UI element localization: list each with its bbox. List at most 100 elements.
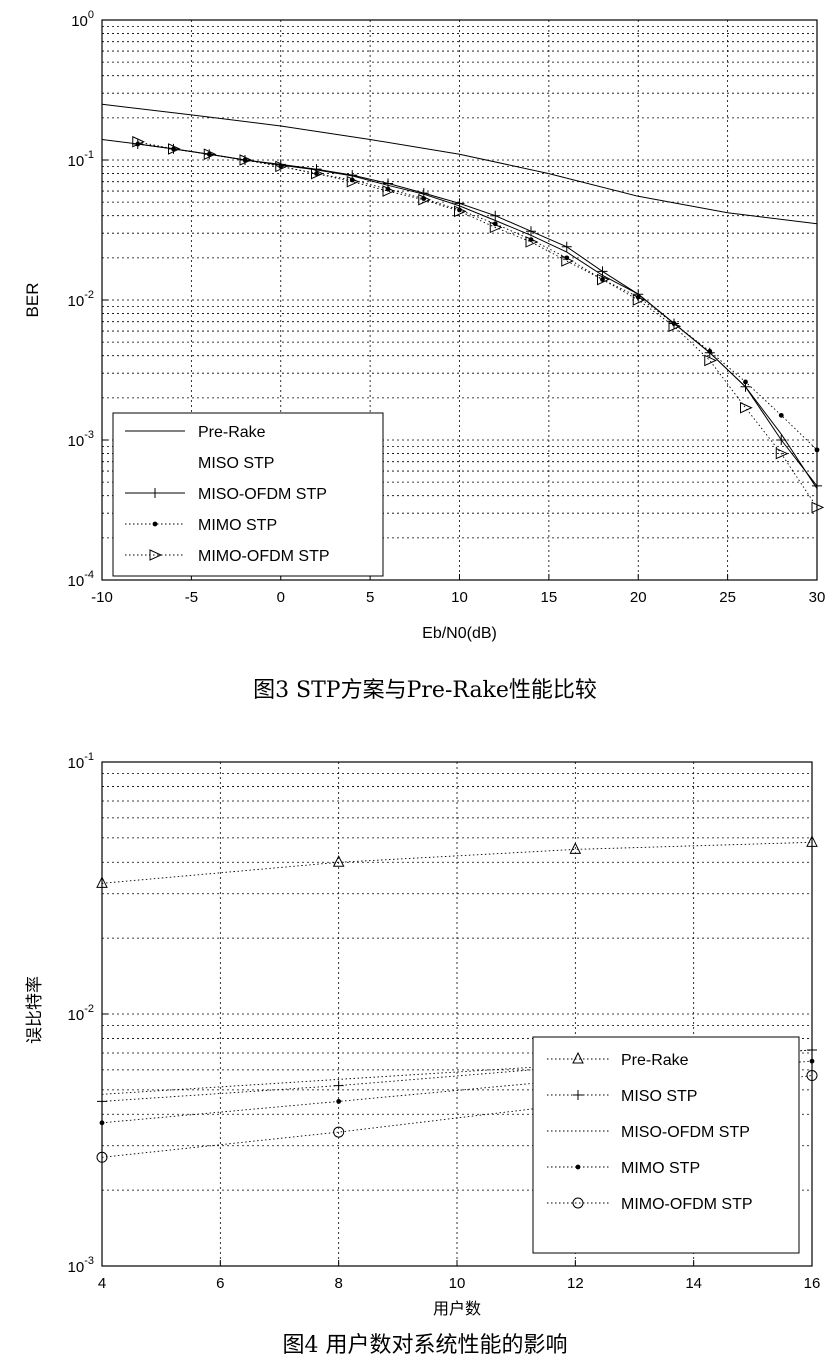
data-point (740, 401, 753, 414)
data-point (632, 294, 646, 306)
data-point (333, 1080, 344, 1091)
x-tick-label: 10 (451, 589, 468, 606)
data-point (668, 320, 682, 332)
data-point (525, 236, 539, 248)
y-tick-label: 10-2 (68, 1003, 94, 1024)
x-tick-label: 8 (334, 1275, 342, 1292)
y-tick-label: 10-1 (68, 751, 94, 772)
y-tick-label: 100 (71, 9, 94, 30)
y-tick-label: 10-3 (68, 1255, 94, 1276)
x-tick-label: 10 (449, 1275, 466, 1292)
legend-label: MISO STP (621, 1088, 697, 1105)
series-line (137, 141, 818, 508)
data-point (314, 171, 319, 176)
y-tick-label: 10-1 (68, 149, 94, 170)
x-tick-label: -10 (91, 589, 113, 606)
legend-marker (572, 1197, 584, 1209)
legend-label: MIMO STP (621, 1160, 700, 1177)
legend-label: MIMO-OFDM STP (198, 548, 330, 565)
data-point (132, 135, 145, 148)
data-point (311, 167, 324, 180)
data-point (707, 348, 713, 354)
y-tick-label: 10-4 (68, 569, 94, 590)
x-tick-label: 0 (277, 589, 285, 606)
series-line (101, 103, 818, 225)
legend-marker (573, 1090, 583, 1100)
y-axis-label: 误比特率 (25, 976, 44, 1044)
legend-box (532, 1036, 800, 1254)
series-miso-ofdm-stp (132, 139, 822, 491)
legend-label: MISO-OFDM STP (198, 486, 327, 503)
legend-box (112, 412, 384, 577)
x-tick-label: 5 (366, 589, 374, 606)
y-axis-label: BER (23, 283, 42, 318)
data-point (775, 447, 789, 460)
data-point (778, 412, 784, 418)
legend-label: MISO STP (198, 455, 274, 472)
x-tick-label: 12 (567, 1275, 584, 1292)
data-point (454, 205, 467, 218)
chart-caption-fig3: 图3 STP方案与Pre-Rake性能比较 (253, 678, 597, 703)
legend-label: MIMO STP (198, 517, 277, 534)
data-point (99, 1120, 105, 1126)
legend-marker (152, 521, 158, 527)
grid (102, 20, 817, 580)
series-line (101, 1060, 813, 1124)
series-line (101, 841, 813, 884)
data-point (809, 1058, 815, 1064)
data-point (597, 273, 610, 286)
data-point (814, 447, 820, 453)
data-point (168, 143, 181, 155)
data-point (704, 354, 717, 367)
series-pre-rake (96, 835, 818, 888)
data-point (561, 241, 572, 252)
legend-label: MISO-OFDM STP (621, 1124, 750, 1141)
data-point (743, 379, 748, 385)
data-point (812, 480, 822, 491)
data-point (806, 1070, 818, 1082)
x-tick-label: 16 (804, 1275, 821, 1292)
legend-marker (149, 549, 163, 561)
legend: Pre-Rake MISO STP MISO-OFDM STP MIMO STP MIM… (112, 412, 384, 577)
data-point (569, 842, 582, 854)
data-point (526, 226, 536, 237)
series-pre-rake (101, 103, 818, 225)
data-point (776, 435, 787, 445)
data-point (490, 210, 501, 221)
x-tick-label: 20 (630, 589, 647, 606)
data-point (239, 154, 253, 166)
series-line (101, 1075, 813, 1158)
data-point (333, 1126, 345, 1138)
x-tick-label: 6 (216, 1275, 224, 1292)
legend-marker (572, 1051, 584, 1064)
data-point (97, 1096, 107, 1107)
series-line (137, 143, 818, 487)
x-tick-label: 25 (719, 589, 736, 606)
data-point (96, 1151, 108, 1163)
x-axis-label: 用户数 (433, 1300, 481, 1318)
y-tick-label: 10-2 (68, 289, 94, 310)
chart-ber-vs-users: 4 6 8 10 12 14 16 10-1 10-2 10-3 用户数 误比特率 Pre-Rake MI… (25, 751, 820, 1318)
legend-label: MIMO-OFDM STP (621, 1196, 753, 1213)
data-point (811, 501, 825, 514)
data-point (418, 193, 431, 206)
x-tick-label: 15 (541, 589, 558, 606)
data-point (382, 185, 396, 197)
legend-marker (150, 488, 160, 498)
data-point (336, 1098, 342, 1104)
legend: Pre-Rake MISO STP MISO-OFDM STP MIMO STP MIM… (532, 1036, 800, 1254)
chart-caption-fig4: 图4 用户数对系统性能的影响 (283, 1333, 568, 1358)
data-point (346, 175, 360, 188)
data-point (454, 198, 465, 209)
data-point (561, 255, 574, 267)
series-mimo-ofdm-stp (96, 1070, 818, 1163)
chart-ber-vs-snr: -10 -5 0 5 10 15 20 25 30 100 10-1 10-2 10-3 10-4 Eb/N… (23, 9, 825, 642)
x-tick-label: 30 (809, 589, 826, 606)
series-line (137, 143, 818, 451)
x-tick-label: 14 (685, 1275, 702, 1292)
legend-marker (575, 1164, 581, 1170)
legend-label: Pre-Rake (198, 424, 266, 441)
series-mimo-ofdm-stp (132, 135, 825, 514)
y-tick-label: 10-3 (68, 429, 94, 450)
data-point (489, 221, 503, 234)
